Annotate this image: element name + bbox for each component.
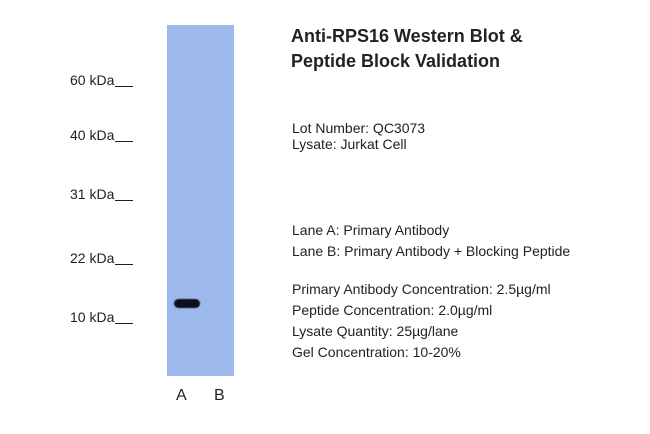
figure-title: Anti-RPS16 Western Blot & Peptide Block … <box>291 24 523 74</box>
marker-label: 40 kDa <box>70 127 115 143</box>
experiment-conditions: Primary Antibody Concentration: 2.5µg/ml… <box>292 281 551 365</box>
marker-tick <box>115 141 134 142</box>
marker-31kda: 31 kDa <box>70 186 162 202</box>
lane-label-b: B <box>214 387 225 404</box>
marker-tick <box>115 200 134 201</box>
marker-10kda: 10 kDa <box>70 309 162 325</box>
marker-label: 10 kDa <box>70 309 115 325</box>
blot-membrane <box>167 25 234 376</box>
lot-info: Lot Number: QC3073 Lysate: Jurkat Cell <box>292 120 425 152</box>
marker-tick <box>115 323 134 324</box>
lysate-type: Lysate: Jurkat Cell <box>292 136 407 152</box>
marker-22kda: 22 kDa <box>70 250 162 266</box>
marker-40kda: 40 kDa <box>70 127 162 143</box>
lysate-quantity: Lysate Quantity: 25µg/lane <box>292 323 459 339</box>
marker-label: 22 kDa <box>70 250 115 266</box>
lane-label-a: A <box>176 387 187 404</box>
marker-60kda: 60 kDa <box>70 72 162 88</box>
lane-a-description: Lane A: Primary Antibody <box>292 222 450 238</box>
peptide-concentration: Peptide Concentration: 2.0µg/ml <box>292 302 493 318</box>
title-line-1: Anti-RPS16 Western Blot & <box>291 26 523 46</box>
marker-label: 31 kDa <box>70 186 115 202</box>
protein-band-lane-a <box>174 299 200 308</box>
gel-concentration: Gel Concentration: 10-20% <box>292 344 461 360</box>
lane-b-description: Lane B: Primary Antibody + Blocking Pept… <box>292 243 571 259</box>
marker-tick <box>115 86 134 87</box>
marker-tick <box>115 264 134 265</box>
marker-label: 60 kDa <box>70 72 115 88</box>
primary-antibody-concentration: Primary Antibody Concentration: 2.5µg/ml <box>292 281 551 297</box>
lane-descriptions: Lane A: Primary Antibody Lane B: Primary… <box>292 222 570 264</box>
lot-number: Lot Number: QC3073 <box>292 120 426 136</box>
title-line-2: Peptide Block Validation <box>291 51 501 71</box>
